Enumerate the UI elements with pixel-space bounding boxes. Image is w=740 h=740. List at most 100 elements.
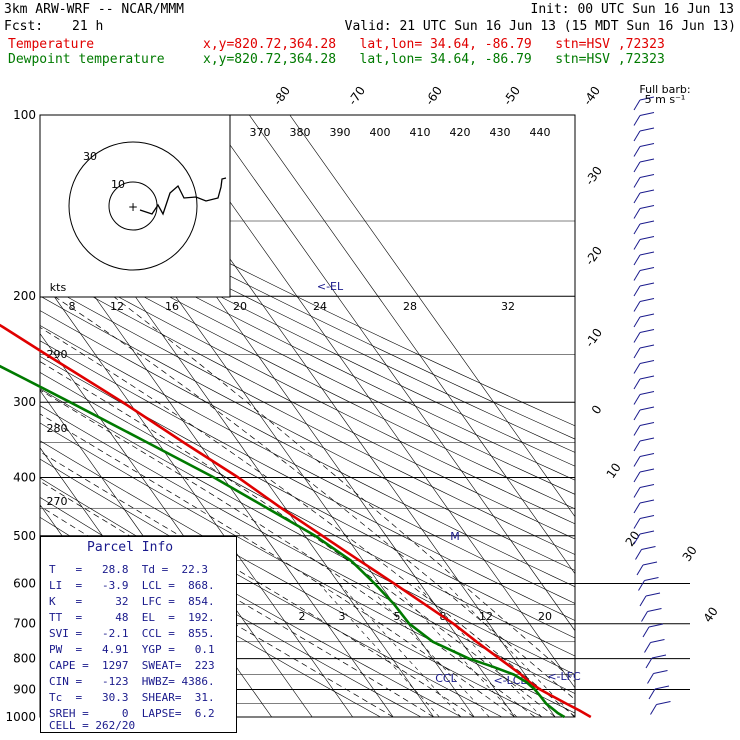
parcel-row-t: T = 28.8 Td = 22.3 [49, 563, 208, 576]
wind-barb [639, 595, 647, 607]
temp-tick-right: 0 [589, 403, 605, 417]
wind-barb [633, 409, 641, 421]
speed-label: 16 [165, 300, 179, 313]
theta-e-label: 280 [47, 422, 68, 435]
wind-barb [645, 657, 653, 669]
wind-barb [639, 220, 655, 225]
el-marker: <-EL [317, 280, 344, 293]
wind-barb [633, 363, 641, 374]
wind-barb [633, 456, 641, 467]
wind-barb [635, 549, 642, 560]
theta-e-label: 290 [47, 348, 68, 361]
theta-label: 410 [410, 126, 431, 139]
isotherm [249, 115, 575, 575]
plot-frame [39, 114, 576, 718]
wind-barb [633, 487, 641, 498]
wind-barb [633, 301, 641, 312]
dry-adiabat [40, 388, 575, 675]
wind-barb [648, 688, 656, 700]
pressure-label-900: 900 [13, 682, 36, 696]
hodograph-ring-label: 10 [111, 178, 125, 191]
speed-label: 8 [69, 300, 76, 313]
parcel-row-sreh: SREH = 0 LAPSE= 6.2 [49, 707, 215, 720]
wind-barb [639, 298, 655, 302]
wind-barb [650, 639, 665, 643]
mixing-ratio-line [318, 583, 440, 717]
temp-tick-top: -60 [422, 84, 445, 108]
wind-barb [633, 471, 641, 483]
pressure-label-400: 400 [13, 470, 36, 484]
wind-barb [639, 189, 655, 194]
mixing-ratio-label: 20 [538, 610, 552, 623]
forecast-hour: 21 h [72, 19, 104, 34]
pressure-label-300: 300 [13, 395, 36, 409]
theta-label: 440 [530, 126, 551, 139]
wind-barb [633, 316, 641, 328]
pressure-label-600: 600 [13, 576, 36, 590]
pressure-label-800: 800 [13, 652, 36, 666]
isotherm [168, 115, 575, 689]
mixing-ratio-line [391, 583, 518, 717]
wind-barb [641, 546, 656, 550]
lfc-marker: <-LFC [547, 670, 581, 683]
moist-adiabat [53, 295, 575, 700]
wind-barb [641, 611, 648, 622]
wind-barb [639, 360, 655, 364]
wind-barb [651, 654, 667, 659]
dry-adiabat [40, 189, 575, 453]
parcel-row-cell: CELL = 262/20 [49, 719, 136, 732]
isotherm [208, 115, 575, 632]
parcel-info-panel: Parcel Info T = 28.8 Td = 22.3 LI = -3.9… [40, 536, 237, 733]
speed-label: 28 [403, 300, 417, 313]
dry-adiabat [40, 325, 575, 604]
theta-label: 430 [490, 126, 511, 139]
dry-adiabat [40, 177, 575, 440]
wind-barb [647, 608, 662, 612]
pressure-label-500: 500 [13, 529, 36, 543]
wind-barb [639, 143, 655, 147]
wind-barb [633, 270, 641, 281]
wind-barb [639, 267, 655, 271]
temperature-profile [0, 323, 592, 719]
wind-barb [656, 701, 671, 705]
parcel-row-pw: PW = 4.91 YGP = 0.1 [49, 643, 215, 656]
wind-barb [633, 130, 641, 142]
wind-barb [639, 127, 655, 132]
m-marker: M [450, 530, 460, 543]
wind-barb [636, 564, 644, 576]
wind-barb [642, 626, 650, 638]
wind-barb [633, 378, 641, 390]
wind-barb [639, 236, 655, 240]
speed-label: 24 [313, 300, 327, 313]
dry-adiabat [40, 281, 575, 555]
dry-adiabat [40, 240, 575, 510]
speed-label: 20 [233, 300, 247, 313]
wind-barb [654, 685, 670, 690]
wind-barb [639, 406, 655, 411]
dry-adiabat [40, 253, 575, 525]
isotherm [289, 115, 575, 518]
parcel-row-cin: CIN = -123 HWBZ= 4386. [49, 675, 215, 688]
dry-adiabat [40, 310, 575, 588]
wind-barb [639, 251, 655, 256]
parcel-row-tc: Tc = 30.3 SHEAR= 31. [49, 691, 215, 704]
wind-barb [644, 577, 659, 581]
wind-barb [639, 96, 655, 101]
wind-barb [633, 208, 641, 219]
pressure-label-700: 700 [13, 617, 36, 631]
wind-barb [633, 239, 641, 250]
hodograph-ring-label: 30 [83, 150, 97, 163]
parcel-row-tt: TT = 48 EL = 192. [49, 611, 215, 624]
dry-adiabat [40, 295, 575, 571]
theta-label: 400 [370, 126, 391, 139]
wind-barb [639, 530, 655, 535]
isotherm [40, 219, 394, 717]
pressure-label-100: 100 [13, 108, 36, 122]
wind-barb [639, 391, 655, 395]
kts-label: kts [50, 281, 67, 294]
theta-label: 370 [250, 126, 271, 139]
mixing-ratio-label: 2 [299, 610, 306, 623]
parcel-info-title: Parcel Info [87, 540, 174, 555]
temp-tick-top: -80 [270, 84, 293, 108]
parcel-row-k: K = 32 LFC = 854. [49, 595, 215, 608]
